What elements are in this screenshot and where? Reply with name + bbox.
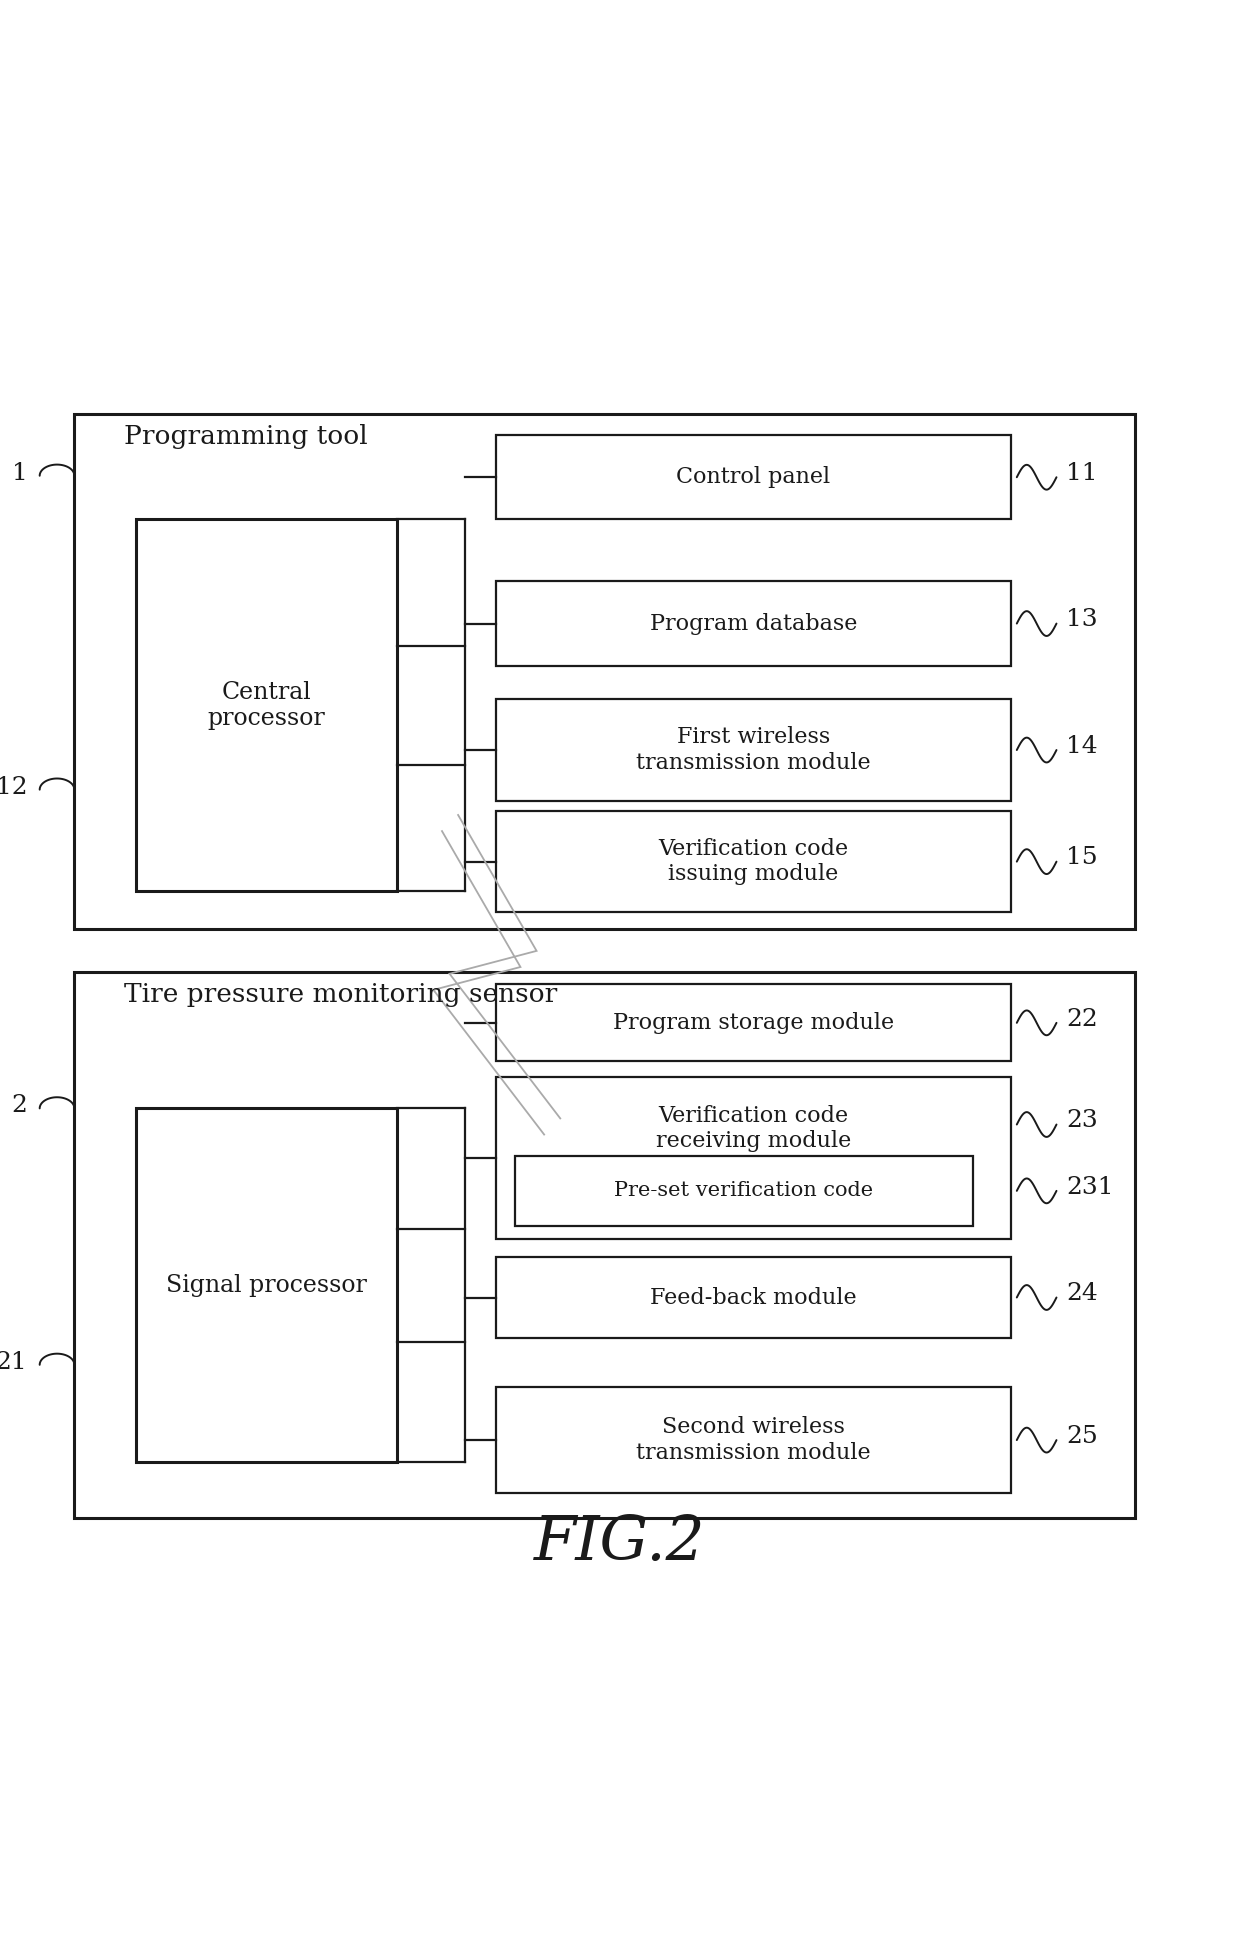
Text: 12: 12: [0, 776, 27, 799]
Text: Control panel: Control panel: [676, 467, 831, 488]
Bar: [136, 1108, 397, 1462]
Text: 231: 231: [1066, 1176, 1114, 1199]
Bar: [496, 984, 1011, 1061]
Text: Signal processor: Signal processor: [166, 1273, 367, 1297]
Bar: [496, 435, 1011, 519]
Bar: [74, 972, 1135, 1518]
Text: Pre-set verification code: Pre-set verification code: [615, 1182, 873, 1199]
Text: First wireless
transmission module: First wireless transmission module: [636, 727, 870, 774]
Text: Second wireless
transmission module: Second wireless transmission module: [636, 1417, 870, 1464]
Bar: [515, 1155, 973, 1227]
Bar: [496, 581, 1011, 665]
Bar: [74, 414, 1135, 929]
Text: FIG.2: FIG.2: [534, 1514, 706, 1573]
Text: 13: 13: [1066, 608, 1099, 632]
Text: 11: 11: [1066, 463, 1097, 484]
Text: Verification code
issuing module: Verification code issuing module: [658, 838, 848, 885]
Text: 25: 25: [1066, 1425, 1099, 1448]
Text: 1: 1: [11, 463, 27, 484]
Text: Program database: Program database: [650, 612, 857, 634]
Text: 14: 14: [1066, 735, 1099, 758]
Text: 2: 2: [11, 1094, 27, 1118]
Text: 23: 23: [1066, 1110, 1099, 1131]
Text: Feed-back module: Feed-back module: [650, 1287, 857, 1308]
Text: 24: 24: [1066, 1283, 1099, 1304]
Bar: [496, 1388, 1011, 1493]
Text: 15: 15: [1066, 846, 1099, 869]
Text: 22: 22: [1066, 1007, 1099, 1030]
Text: 21: 21: [0, 1351, 27, 1374]
Text: Program storage module: Program storage module: [613, 1011, 894, 1034]
Bar: [496, 700, 1011, 801]
Text: Verification code
receiving module: Verification code receiving module: [656, 1104, 851, 1153]
Text: Tire pressure monitoring sensor: Tire pressure monitoring sensor: [124, 982, 557, 1007]
Bar: [496, 811, 1011, 912]
Bar: [136, 519, 397, 892]
Text: Programming tool: Programming tool: [124, 424, 367, 449]
Bar: [496, 1258, 1011, 1337]
Text: Central
processor: Central processor: [208, 680, 325, 731]
Bar: [496, 1077, 1011, 1238]
